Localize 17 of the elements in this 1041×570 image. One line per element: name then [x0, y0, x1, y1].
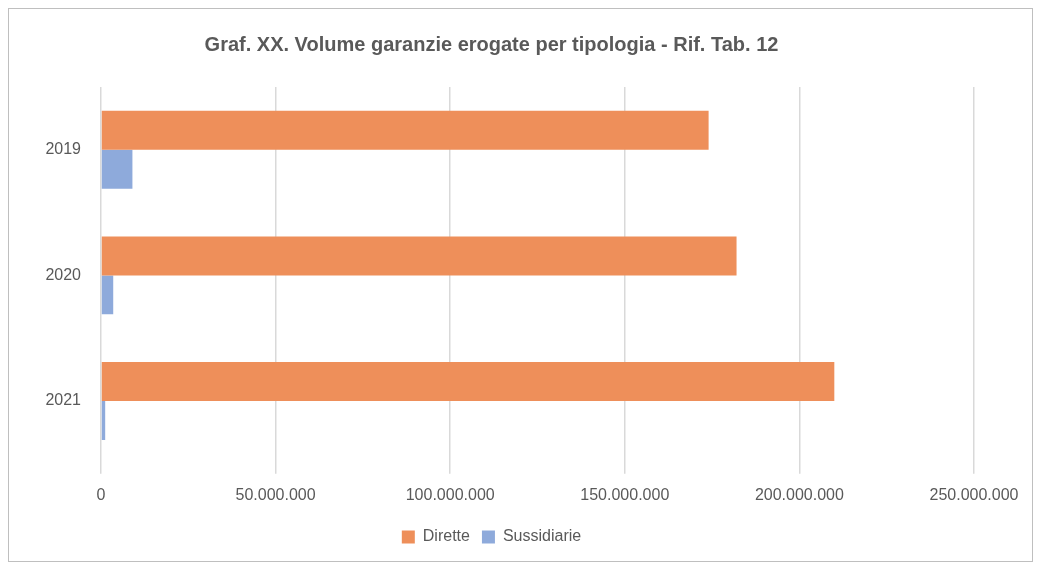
x-tick-label: 250.000.000 [929, 485, 1019, 503]
bar [101, 149, 133, 189]
chart-title: Graf. XX. Volume garanzie erogate per tipologia - Rif. Tab. 12 [204, 32, 779, 55]
x-tick-label: 150.000.000 [580, 485, 670, 503]
bar [101, 236, 737, 276]
bar [101, 110, 709, 150]
y-tick-label: 2019 [45, 140, 82, 158]
x-tick-label: 200.000.000 [754, 485, 844, 503]
legend-label: Sussidiarie [502, 527, 582, 545]
x-tick-label: 100.000.000 [405, 485, 495, 503]
bar [101, 275, 114, 315]
legend-label: Dirette [422, 527, 471, 545]
y-tick-label: 2020 [45, 265, 82, 283]
x-tick-label: 0 [96, 485, 106, 503]
x-tick-label: 50.000.000 [235, 485, 316, 503]
y-tick-label: 2021 [45, 391, 82, 409]
bar [101, 362, 835, 401]
